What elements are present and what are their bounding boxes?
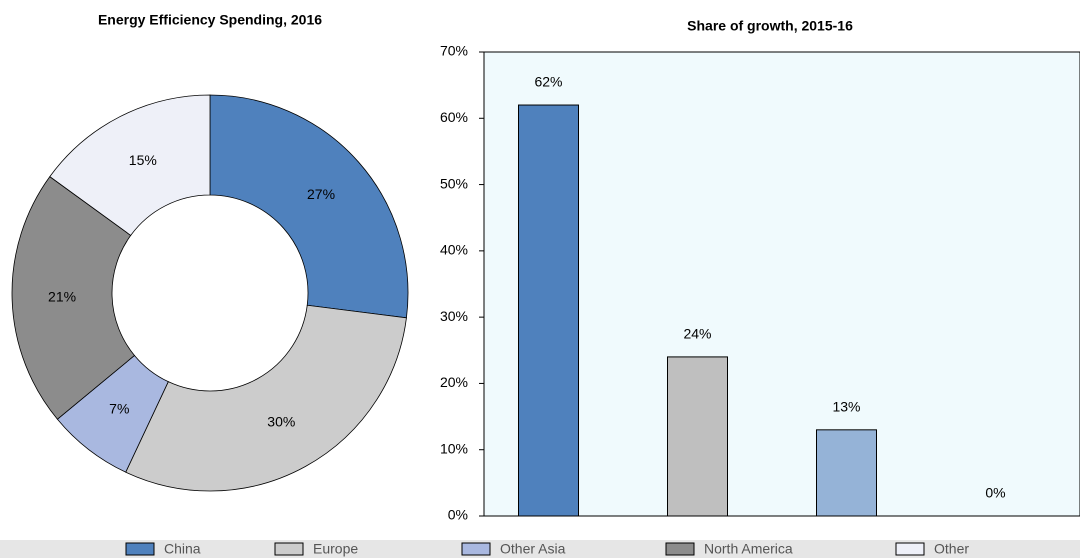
chart-title: Energy Efficiency Spending, 2016 xyxy=(98,12,322,28)
y-tick-label: 30% xyxy=(440,308,468,324)
legend-swatch xyxy=(461,542,491,556)
y-tick-label: 70% xyxy=(440,43,468,59)
bar xyxy=(518,104,579,517)
legend-label: Other Asia xyxy=(500,541,566,557)
y-tick-label: 10% xyxy=(440,440,468,456)
data-label: 13% xyxy=(832,399,860,415)
plot-area xyxy=(483,51,1080,517)
data-label: 30% xyxy=(267,413,295,429)
y-tick-label: 20% xyxy=(440,374,468,390)
y-tick-label: 40% xyxy=(440,242,468,258)
bar xyxy=(816,429,877,517)
y-tick-label: 0% xyxy=(448,507,468,523)
data-label: 15% xyxy=(129,152,157,168)
legend-swatch xyxy=(125,542,155,556)
bar xyxy=(667,356,728,517)
legend-background xyxy=(0,540,1080,558)
legend-swatch xyxy=(895,542,925,556)
legend-label: Other xyxy=(934,541,969,557)
legend-swatch xyxy=(274,542,304,556)
y-tick-label: 50% xyxy=(440,175,468,191)
legend-label: Europe xyxy=(313,541,358,557)
chart-title: Share of growth, 2015-16 xyxy=(687,18,853,34)
legend-swatch xyxy=(665,542,695,556)
pie-slice xyxy=(49,94,211,236)
y-tick-label: 60% xyxy=(440,109,468,125)
pie-slice xyxy=(209,94,409,319)
pie-slice xyxy=(125,304,407,492)
data-label: 7% xyxy=(109,401,129,417)
data-label: 62% xyxy=(534,74,562,90)
data-label: 0% xyxy=(985,485,1005,501)
legend-label: North America xyxy=(704,541,793,557)
pie-slice xyxy=(11,176,136,420)
data-label: 24% xyxy=(683,326,711,342)
data-label: 27% xyxy=(307,186,335,202)
data-label: 21% xyxy=(48,288,76,304)
legend-label: China xyxy=(164,541,201,557)
